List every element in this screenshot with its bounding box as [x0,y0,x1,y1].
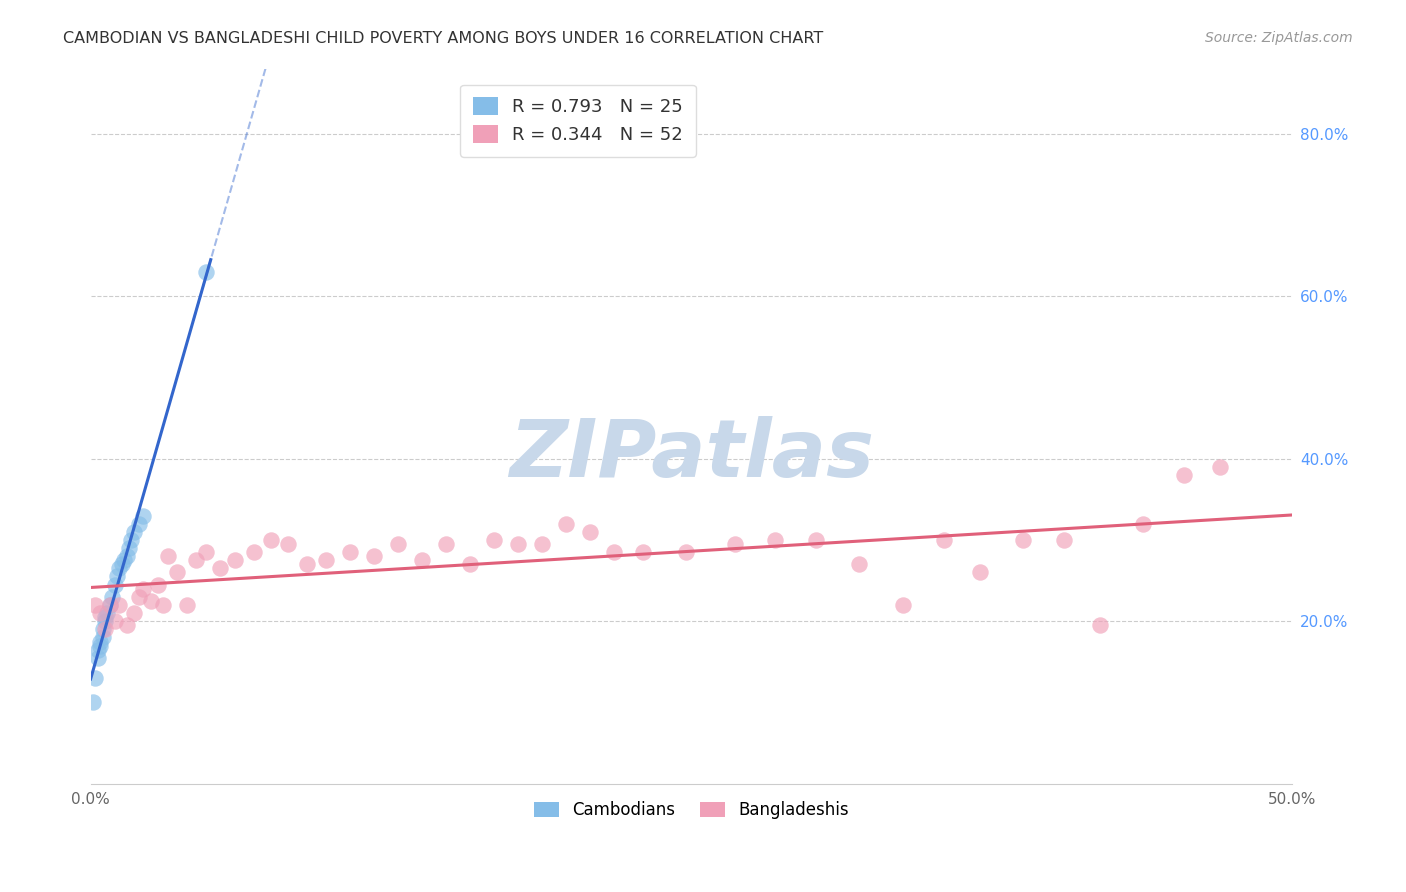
Point [603,545,626,559]
Point [484,533,506,547]
Point [115,618,138,632]
Point [555,516,578,531]
Point [146,577,169,591]
Point [531,537,554,551]
Point [139,594,162,608]
Point [152,598,174,612]
Point [108,561,131,575]
Point [104,614,127,628]
Text: CAMBODIAN VS BANGLADESHI CHILD POVERTY AMONG BOYS UNDER 16 CORRELATION CHART: CAMBODIAN VS BANGLADESHI CHILD POVERTY A… [63,31,824,46]
Point [101,590,124,604]
Point [315,553,337,567]
Point [84,598,107,612]
Point [186,553,208,567]
Point [763,533,786,547]
Point [1088,618,1111,632]
Point [295,558,318,572]
Point [89,606,111,620]
Legend: Cambodians, Bangladeshis: Cambodians, Bangladeshis [527,794,856,825]
Point [932,533,955,547]
Point [891,598,914,612]
Point [94,614,117,628]
Point [89,639,111,653]
Point [1209,459,1232,474]
Point [1132,516,1154,531]
Point [122,524,145,539]
Point [176,598,198,612]
Point [132,508,155,523]
Point [111,558,134,572]
Point [156,549,179,564]
Point [91,623,114,637]
Point [579,524,602,539]
Point [94,623,117,637]
Point [104,577,127,591]
Point [105,569,128,583]
Point [194,545,217,559]
Point [1173,467,1195,482]
Point [91,631,114,645]
Point [96,606,118,620]
Point [118,541,141,555]
Point [458,558,481,572]
Point [277,537,299,551]
Point [723,537,745,551]
Point [128,590,150,604]
Point [434,537,457,551]
Point [89,634,111,648]
Point [363,549,385,564]
Point [166,566,188,580]
Point [82,696,104,710]
Point [98,598,121,612]
Point [112,553,135,567]
Point [84,671,107,685]
Point [387,537,409,551]
Point [260,533,283,547]
Point [224,553,246,567]
Point [969,566,991,580]
Point [87,650,110,665]
Point [243,545,266,559]
Point [128,516,150,531]
Point [1053,533,1076,547]
Point [121,533,143,547]
Point [108,598,131,612]
Point [122,606,145,620]
Point [339,545,361,559]
Point [1012,533,1035,547]
Point [633,545,655,559]
Point [98,598,121,612]
Point [675,545,697,559]
Text: Source: ZipAtlas.com: Source: ZipAtlas.com [1205,31,1353,45]
Point [115,549,138,564]
Point [132,582,155,596]
Point [806,533,828,547]
Point [848,558,870,572]
Point [94,610,117,624]
Point [508,537,530,551]
Text: ZIPatlas: ZIPatlas [509,416,873,494]
Point [194,265,217,279]
Point [87,642,110,657]
Point [209,561,232,575]
Point [411,553,433,567]
